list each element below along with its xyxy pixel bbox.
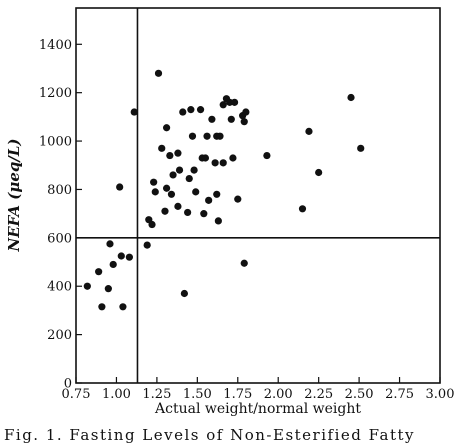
data-point	[263, 152, 270, 159]
data-point	[299, 205, 306, 212]
plot-area	[76, 8, 440, 383]
data-point	[192, 188, 199, 195]
data-point	[216, 133, 223, 140]
y-tick-label: 800	[47, 183, 72, 198]
data-point	[155, 70, 162, 77]
data-point	[163, 185, 170, 192]
data-point	[205, 197, 212, 204]
data-point	[229, 154, 236, 161]
data-point	[126, 254, 133, 261]
data-point	[197, 106, 204, 113]
data-point	[200, 210, 207, 217]
data-point	[347, 94, 354, 101]
data-point	[234, 196, 241, 203]
data-point	[241, 260, 248, 267]
y-tick-label: 200	[47, 328, 72, 343]
x-tick-label: 2.25	[304, 387, 333, 402]
data-point	[187, 106, 194, 113]
x-tick-label: 1.75	[223, 387, 252, 402]
data-point	[144, 241, 151, 248]
figure-caption: Fig. 1. Fasting Levels of Non-Esterified…	[4, 426, 415, 444]
data-point	[105, 285, 112, 292]
x-tick-label: 1.50	[183, 387, 212, 402]
y-tick-label: 600	[47, 231, 72, 246]
y-axis-label: NEFA (μeq/L)	[5, 138, 23, 252]
x-tick-label: 0.75	[62, 387, 91, 402]
data-point	[186, 175, 193, 182]
data-point	[119, 303, 126, 310]
data-point	[213, 191, 220, 198]
data-point	[208, 116, 215, 123]
x-tick-label: 2.00	[264, 387, 293, 402]
data-point	[203, 133, 210, 140]
data-point	[305, 128, 312, 135]
y-tick-label: 1400	[39, 38, 72, 53]
data-point	[161, 208, 168, 215]
data-point	[131, 108, 138, 115]
plot-frame	[76, 8, 440, 383]
data-point	[189, 133, 196, 140]
y-tick-label: 1200	[39, 86, 72, 101]
data-point	[158, 145, 165, 152]
data-point	[190, 166, 197, 173]
x-tick-label: 1.00	[102, 387, 131, 402]
y-tick-label: 1000	[39, 135, 72, 150]
data-point	[84, 283, 91, 290]
data-point	[106, 240, 113, 247]
data-point	[184, 209, 191, 216]
data-point	[228, 116, 235, 123]
data-point	[118, 252, 125, 259]
data-point	[110, 261, 117, 268]
data-point	[179, 108, 186, 115]
x-axis-ticks: 0.75 1.00 1.25 1.50 1.75 2.00 2.25 2.50 2.75 3.00	[62, 377, 455, 402]
data-point	[166, 152, 173, 159]
data-point	[169, 171, 176, 178]
data-point	[315, 169, 322, 176]
data-point	[148, 221, 155, 228]
data-point	[163, 124, 170, 131]
y-tick-label: 400	[47, 280, 72, 295]
data-point	[242, 108, 249, 115]
data-point	[241, 118, 248, 125]
data-point	[220, 159, 227, 166]
data-point	[98, 303, 105, 310]
data-point	[202, 154, 209, 161]
data-point	[152, 188, 159, 195]
x-tick-label: 2.50	[345, 387, 374, 402]
data-point	[215, 217, 222, 224]
x-tick-label: 1.25	[142, 387, 171, 402]
data-point	[357, 145, 364, 152]
data-point	[181, 290, 188, 297]
data-point	[95, 268, 102, 275]
data-point	[212, 159, 219, 166]
data-point	[168, 191, 175, 198]
data-point	[174, 150, 181, 157]
data-point	[116, 183, 123, 190]
x-axis-label: Actual weight/normal weight	[154, 401, 361, 417]
data-points	[84, 70, 365, 311]
x-tick-label: 2.75	[385, 387, 414, 402]
data-point	[150, 179, 157, 186]
data-point	[220, 101, 227, 108]
data-point	[176, 166, 183, 173]
data-point	[231, 99, 238, 106]
x-tick-label: 3.00	[426, 387, 455, 402]
data-point	[174, 203, 181, 210]
